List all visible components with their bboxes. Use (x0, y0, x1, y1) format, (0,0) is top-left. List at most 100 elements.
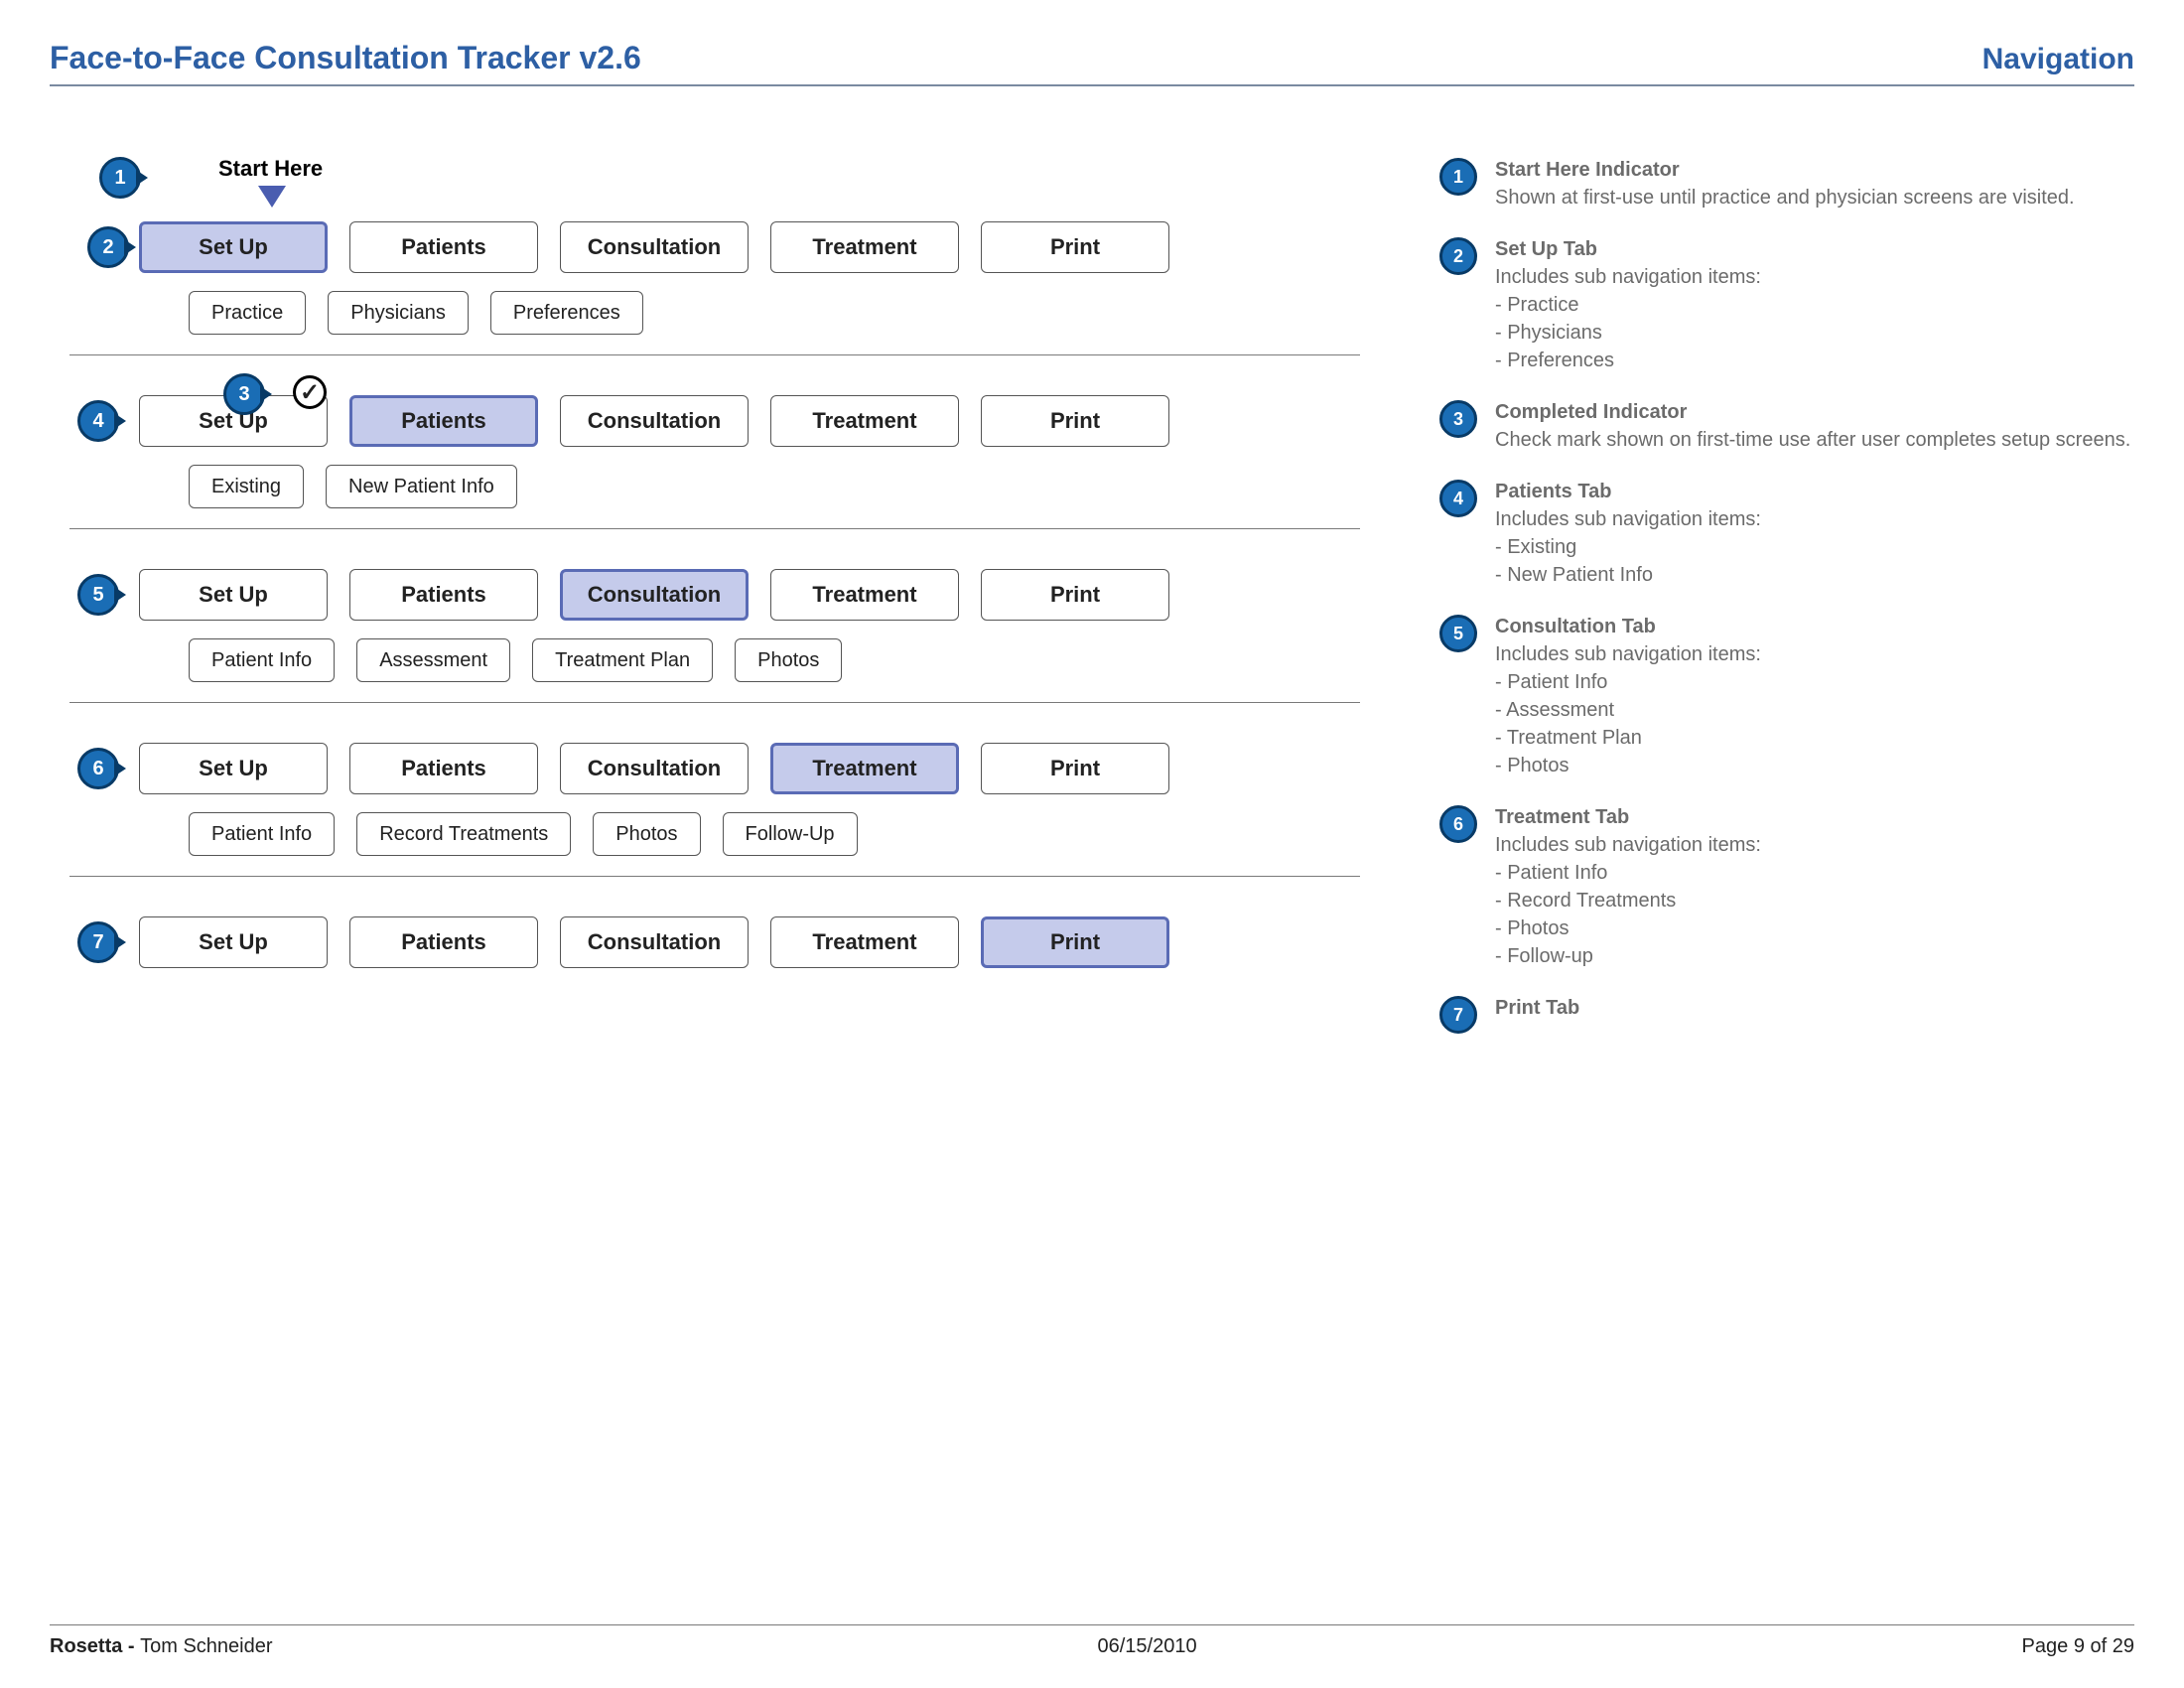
section-label: Navigation (1982, 43, 2134, 76)
annotation-body-line: Check mark shown on first-time use after… (1495, 426, 2134, 454)
callout-tail-icon (260, 386, 272, 402)
annotation-title: Print Tab (1495, 994, 2134, 1022)
nav-state: Start Here12Set UpPatientsConsultationTr… (69, 156, 1360, 355)
callout-badge: 3 (223, 373, 265, 415)
annotation: 3Completed IndicatorCheck mark shown on … (1439, 398, 2134, 454)
tab-print[interactable]: Print (981, 743, 1169, 794)
annotation-body-line: - Existing (1495, 533, 2134, 561)
annotation-body-line: - Follow-up (1495, 942, 2134, 970)
footer-date: 06/15/2010 (1097, 1635, 1196, 1658)
nav-state: 7Set UpPatientsConsultationTreatmentPrin… (69, 916, 1360, 988)
subtab-treatment-plan[interactable]: Treatment Plan (532, 638, 713, 682)
tab-consultation[interactable]: Consultation (560, 221, 749, 273)
tab-print[interactable]: Print (981, 916, 1169, 968)
subtab-new-patient-info[interactable]: New Patient Info (326, 465, 517, 508)
tab-treatment[interactable]: Treatment (770, 569, 959, 621)
tab-patients[interactable]: Patients (349, 743, 538, 794)
footer: Rosetta - Tom Schneider 06/15/2010 Page … (50, 1624, 2134, 1658)
subtab-photos[interactable]: Photos (735, 638, 842, 682)
annotation-title: Consultation Tab (1495, 613, 2134, 640)
annotation-body-line: - Practice (1495, 291, 2134, 319)
tab-patients[interactable]: Patients (349, 395, 538, 447)
annotation: 4 Patients TabIncludes sub navigation ite… (1439, 478, 2134, 589)
annotation: 7 Print Tab (1439, 994, 2134, 1034)
annotation-body-line: - Photos (1495, 914, 2134, 942)
subtab-patient-info[interactable]: Patient Info (189, 638, 335, 682)
tab-print[interactable]: Print (981, 395, 1169, 447)
tab-treatment[interactable]: Treatment (770, 916, 959, 968)
callout-tail-icon (114, 761, 126, 776)
annotation-badge: 6 (1439, 805, 1477, 843)
tab-treatment[interactable]: Treatment (770, 395, 959, 447)
annotation-body-line: - Assessment (1495, 696, 2134, 724)
wireframes-column: Start Here12Set UpPatientsConsultationTr… (50, 156, 1360, 1057)
subtab-follow-up[interactable]: Follow-Up (723, 812, 858, 856)
subtab-physicians[interactable]: Physicians (328, 291, 469, 335)
tab-patients[interactable]: Patients (349, 916, 538, 968)
subtab-practice[interactable]: Practice (189, 291, 306, 335)
annotation: 6 Treatment TabIncludes sub navigation it… (1439, 803, 2134, 970)
annotation-body-line: Includes sub navigation items: (1495, 505, 2134, 533)
annotation-text: Patients TabIncludes sub navigation item… (1495, 478, 2134, 589)
tab-consultation[interactable]: Consultation (560, 916, 749, 968)
annotation-title: Treatment Tab (1495, 803, 2134, 831)
annotation: 1 Start Here IndicatorShown at first-use … (1439, 156, 2134, 211)
footer-page: Page 9 of 29 (2022, 1635, 2134, 1658)
callout-badge: 5 (77, 574, 119, 616)
footer-brand: Rosetta - (50, 1635, 140, 1657)
tab-consultation[interactable]: Consultation (560, 569, 749, 621)
annotation-title: Set Up Tab (1495, 235, 2134, 263)
subtab-row: Existing New Patient Info (189, 465, 1360, 508)
callout-tail-icon (114, 587, 126, 603)
annotation-body-line: - Record Treatments (1495, 887, 2134, 914)
annotation-badge: 4 (1439, 480, 1477, 517)
annotation-body-line: - Photos (1495, 752, 2134, 779)
annotations-column: 1 Start Here IndicatorShown at first-use … (1420, 156, 2134, 1057)
annotation-badge: 5 (1439, 615, 1477, 652)
tab-set-up[interactable]: Set Up (139, 743, 328, 794)
tab-print[interactable]: Print (981, 569, 1169, 621)
annotation-text: Set Up TabIncludes sub navigation items:… (1495, 235, 2134, 374)
annotation-text: Start Here IndicatorShown at first-use u… (1495, 156, 2134, 211)
footer-author: Tom Schneider (140, 1635, 272, 1657)
tab-treatment[interactable]: Treatment (770, 743, 959, 794)
page-title: Face-to-Face Consultation Tracker v2.6 (50, 40, 641, 76)
tab-row: Set Up Patients Consultation Treatment Print (139, 569, 1360, 621)
tab-treatment[interactable]: Treatment (770, 221, 959, 273)
tab-consultation[interactable]: Consultation (560, 395, 749, 447)
tab-set-up[interactable]: Set Up (139, 221, 328, 273)
annotation-body-line: - Patient Info (1495, 668, 2134, 696)
annotation-text: Completed IndicatorCheck mark shown on f… (1495, 398, 2134, 454)
nav-state: 34✓Set UpPatientsConsultationTreatmentPr… (69, 395, 1360, 529)
subtab-row: Practice Physicians Preferences (189, 291, 1360, 335)
tab-print[interactable]: Print (981, 221, 1169, 273)
callout-tail-icon (124, 239, 136, 255)
footer-left: Rosetta - Tom Schneider (50, 1635, 273, 1658)
tab-patients[interactable]: Patients (349, 569, 538, 621)
annotation-title: Completed Indicator (1495, 398, 2134, 426)
tab-set-up[interactable]: Set Up (139, 916, 328, 968)
subtab-patient-info[interactable]: Patient Info (189, 812, 335, 856)
annotation-body-line: Includes sub navigation items: (1495, 640, 2134, 668)
annotation-text: Print Tab (1495, 994, 2134, 1034)
annotation: 2Set Up TabIncludes sub navigation items… (1439, 235, 2134, 374)
callout-tail-icon (114, 413, 126, 429)
start-here-indicator: Start Here (179, 156, 1360, 215)
annotation-body-line: - Physicians (1495, 319, 2134, 347)
subtab-photos[interactable]: Photos (593, 812, 700, 856)
annotation-body-line: Includes sub navigation items: (1495, 831, 2134, 859)
tab-consultation[interactable]: Consultation (560, 743, 749, 794)
subtab-record-treatments[interactable]: Record Treatments (356, 812, 571, 856)
annotation-body-line: - Patient Info (1495, 859, 2134, 887)
annotation-badge: 7 (1439, 996, 1477, 1034)
annotation-body-line: Includes sub navigation items: (1495, 263, 2134, 291)
tab-patients[interactable]: Patients (349, 221, 538, 273)
annotation-title: Patients Tab (1495, 478, 2134, 505)
annotation-badge: 1 (1439, 158, 1477, 196)
subtab-row: Patient Info Record Treatments Photos Follo… (189, 812, 1360, 856)
annotation-text: Consultation TabIncludes sub navigation … (1495, 613, 2134, 779)
tab-set-up[interactable]: Set Up (139, 569, 328, 621)
subtab-preferences[interactable]: Preferences (490, 291, 643, 335)
subtab-existing[interactable]: Existing (189, 465, 304, 508)
subtab-assessment[interactable]: Assessment (356, 638, 510, 682)
